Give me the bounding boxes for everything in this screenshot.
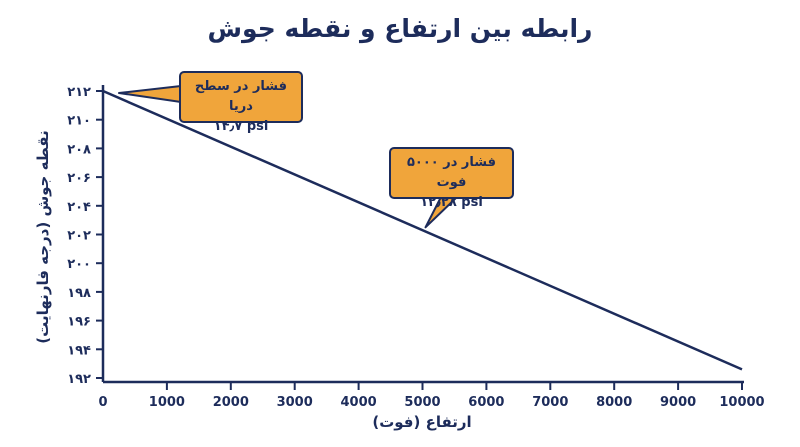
x-tick-label: 7000: [532, 395, 568, 410]
y-tick-label: ۲۱۲: [67, 85, 91, 100]
y-tick-label: ۱۹۸: [67, 286, 91, 301]
callout-5000ft-line2: ۱۲٫۲۸ psi: [420, 195, 483, 210]
chart-title: رابطه بین ارتفاع و نقطه جوش: [207, 14, 593, 43]
x-tick-label: 5000: [404, 395, 440, 410]
x-tick-label: 10000: [719, 395, 764, 410]
y-tick-label: ۲۰۶: [67, 171, 91, 186]
y-tick-label: ۲۰۰: [67, 257, 91, 272]
x-tick-label: 6000: [468, 395, 504, 410]
y-tick-label: ۱۹۶: [67, 315, 91, 330]
y-tick-label: ۲۱۰: [67, 114, 91, 129]
series-line: [102, 89, 743, 371]
x-tick-label: 9000: [660, 395, 696, 410]
x-tick-label: 1000: [149, 395, 185, 410]
callout-5000ft: فشار در ۵۰۰۰ فوت ۱۲٫۲۸ psi: [389, 147, 514, 210]
x-tick-label: 4000: [341, 395, 377, 410]
y-axis-label: نقطه جوش (درجه فارنهایت): [34, 130, 52, 344]
callout-sea-level-pointer: [118, 85, 182, 103]
callout-sea-level-line2: ۱۴٫۷ psi: [213, 119, 269, 134]
callout-sea-level-line1: فشار در سطح دریا: [194, 79, 288, 114]
y-tick-label: ۱۹۴: [67, 343, 91, 358]
y-tick-label: ۱۹۲: [67, 372, 91, 387]
callout-sea-level: فشار در سطح دریا ۱۴٫۷ psi: [179, 71, 303, 134]
x-tick-label: 3000: [277, 395, 313, 410]
callout-5000ft-line1: فشار در ۵۰۰۰ فوت: [406, 155, 497, 190]
x-tick-label: 8000: [596, 395, 632, 410]
x-tick-label: 0: [98, 395, 107, 410]
y-tick-label: ۲۰۴: [67, 200, 91, 215]
y-tick-label: ۲۰۲: [67, 229, 91, 244]
x-axis-label: ارتفاع (فوت): [372, 413, 472, 431]
x-tick-label: 2000: [213, 395, 249, 410]
y-tick-label: ۲۰۸: [67, 142, 91, 157]
